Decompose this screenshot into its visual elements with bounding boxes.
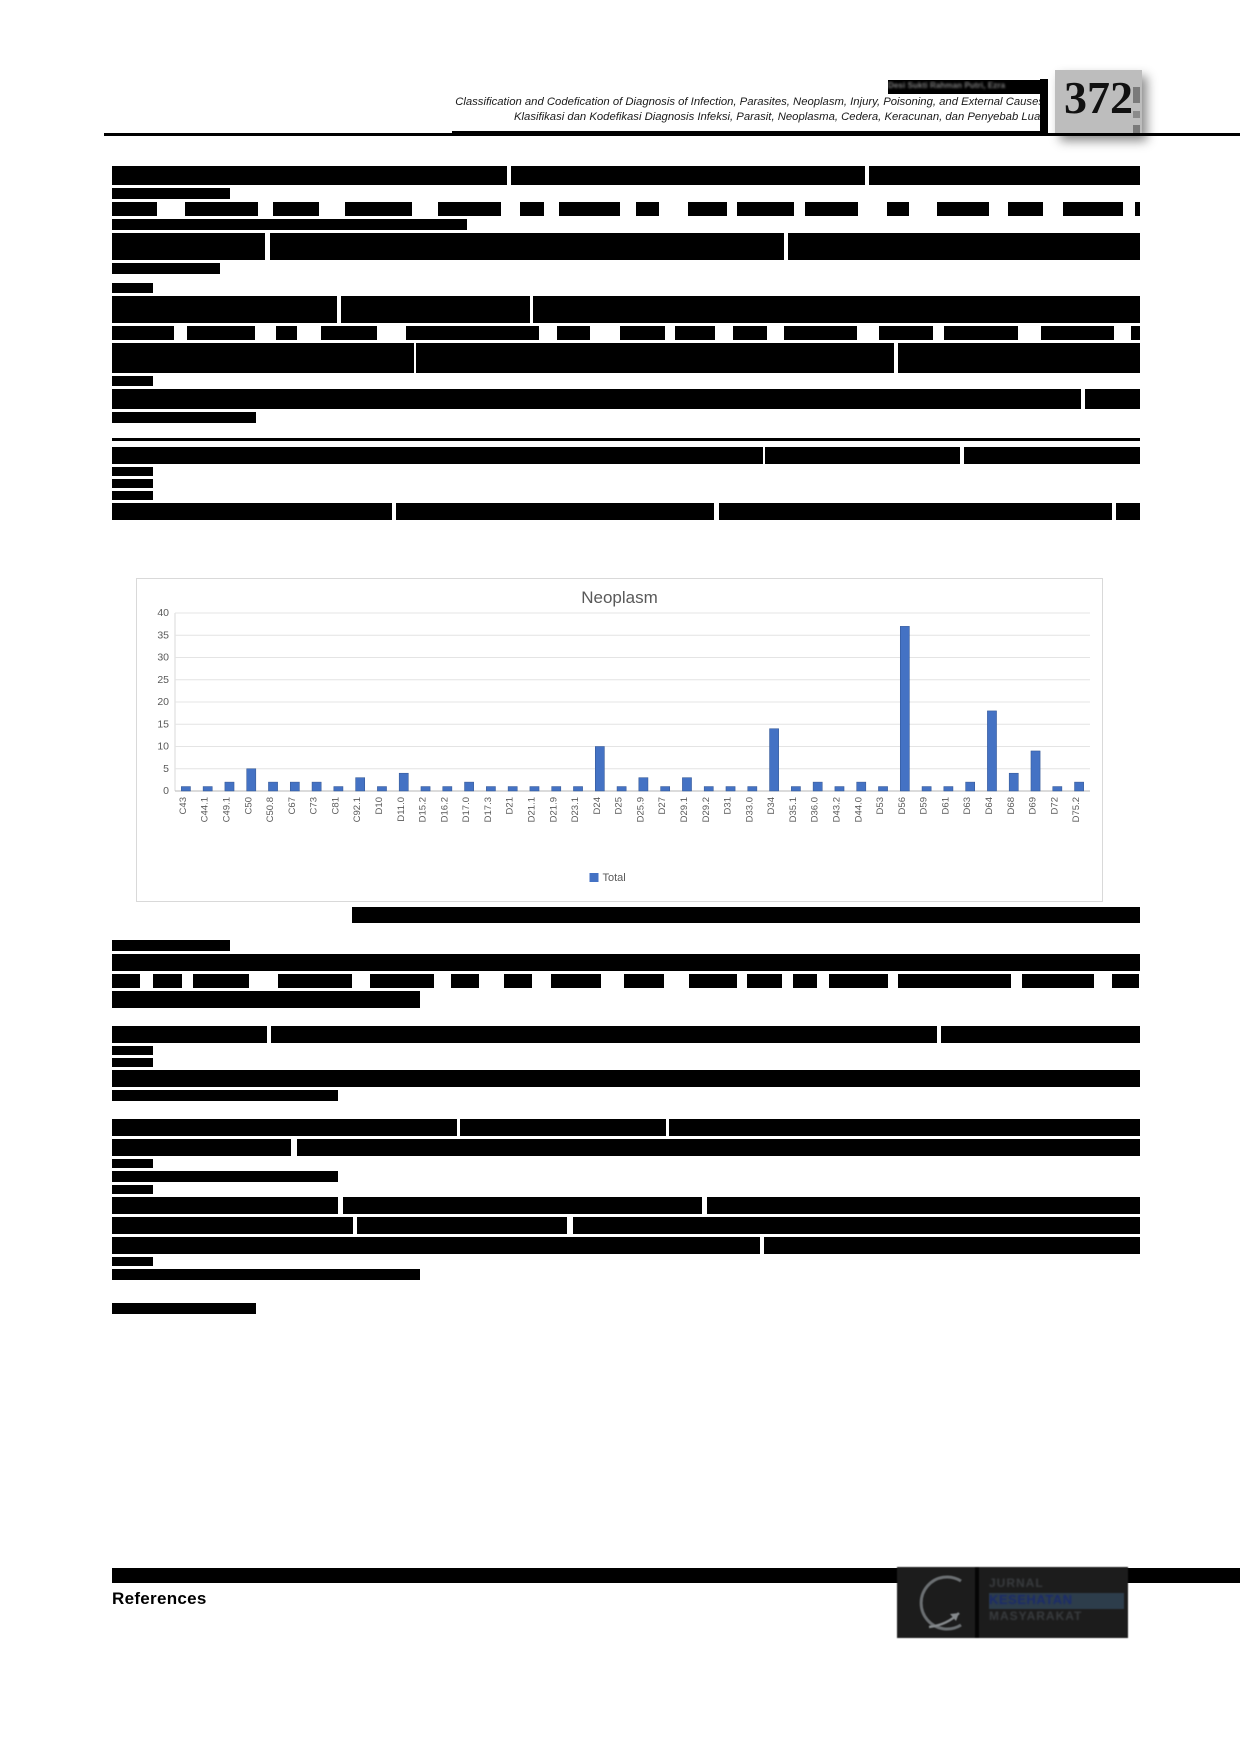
svg-text:D31: D31 (723, 797, 734, 814)
svg-text:D23.1: D23.1 (570, 797, 581, 822)
svg-text:D29.1: D29.1 (679, 797, 690, 822)
svg-text:C43: C43 (178, 797, 189, 814)
svg-text:D75.2: D75.2 (1071, 797, 1082, 822)
svg-text:D59: D59 (919, 797, 930, 814)
svg-text:15: 15 (157, 718, 169, 730)
svg-text:D15.2: D15.2 (418, 797, 429, 822)
svg-text:30: 30 (157, 652, 169, 664)
svg-text:D29.2: D29.2 (701, 797, 712, 822)
svg-text:D17.0: D17.0 (461, 797, 472, 822)
svg-text:C67: C67 (287, 797, 298, 814)
svg-text:D44.0: D44.0 (853, 797, 864, 822)
svg-text:D64: D64 (984, 797, 995, 814)
svg-text:C73: C73 (309, 797, 320, 814)
svg-text:D53: D53 (875, 797, 886, 814)
svg-text:0: 0 (163, 785, 169, 797)
svg-text:D11.0: D11.0 (396, 797, 407, 822)
svg-text:C50.8: C50.8 (265, 797, 276, 822)
svg-text:D25.9: D25.9 (635, 797, 646, 822)
svg-text:D34: D34 (766, 797, 777, 814)
svg-text:D35.1: D35.1 (788, 797, 799, 822)
svg-text:C92.1: C92.1 (352, 797, 363, 822)
svg-text:D63: D63 (962, 797, 973, 814)
svg-text:40: 40 (157, 607, 169, 619)
svg-text:D69: D69 (1028, 797, 1039, 814)
svg-text:D56: D56 (897, 797, 908, 814)
svg-text:D21: D21 (505, 797, 516, 814)
svg-text:D72: D72 (1049, 797, 1060, 814)
svg-text:D61: D61 (940, 797, 951, 814)
svg-text:Total: Total (603, 872, 626, 884)
svg-text:D16.2: D16.2 (439, 797, 450, 822)
svg-text:D21.9: D21.9 (548, 797, 559, 822)
svg-text:D21.1: D21.1 (526, 797, 537, 822)
svg-text:10: 10 (157, 741, 169, 753)
svg-text:35: 35 (157, 629, 169, 641)
svg-text:Neoplasm: Neoplasm (581, 588, 658, 607)
svg-text:D24: D24 (592, 797, 603, 814)
svg-text:25: 25 (157, 674, 169, 686)
svg-text:D27: D27 (657, 797, 668, 814)
svg-text:5: 5 (163, 763, 169, 775)
svg-text:20: 20 (157, 696, 169, 708)
svg-text:D43.2: D43.2 (831, 797, 842, 822)
svg-text:D33.0: D33.0 (744, 797, 755, 822)
svg-text:D36.0: D36.0 (810, 797, 821, 822)
svg-text:D25: D25 (614, 797, 625, 814)
svg-text:C44.1: C44.1 (200, 797, 211, 822)
svg-text:D17.3: D17.3 (483, 797, 494, 822)
svg-text:D68: D68 (1006, 797, 1017, 814)
svg-text:C49.1: C49.1 (221, 797, 232, 822)
svg-text:C50: C50 (243, 797, 254, 814)
svg-text:D10: D10 (374, 797, 385, 814)
svg-text:C81: C81 (330, 797, 341, 814)
